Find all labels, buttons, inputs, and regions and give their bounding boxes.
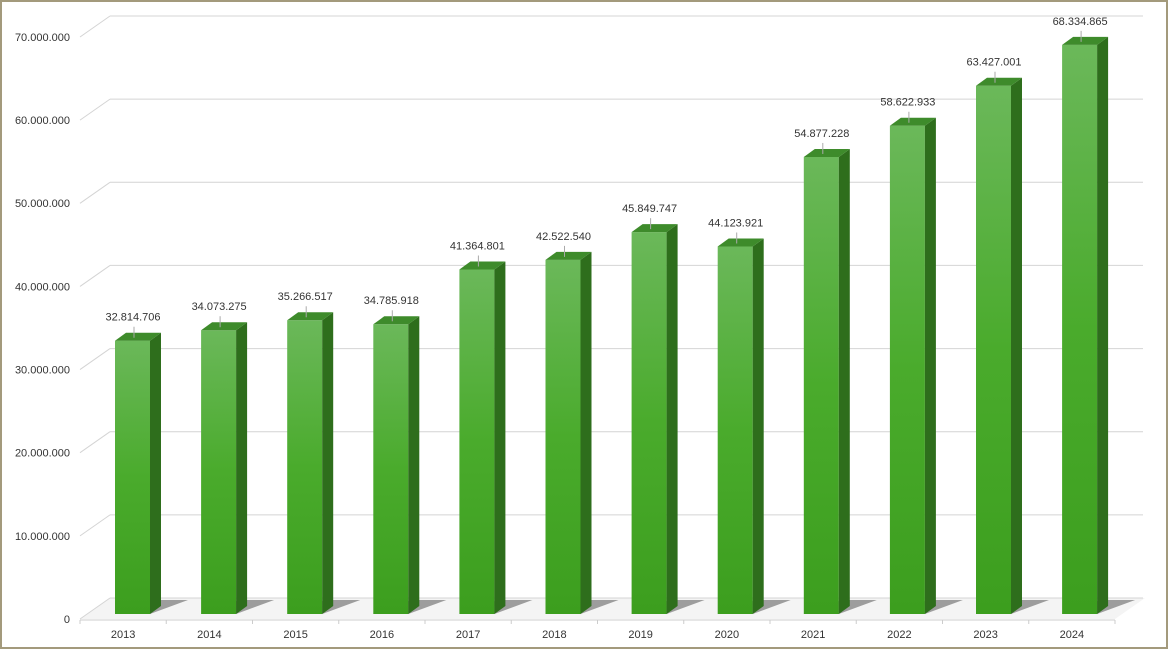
y-tick-label: 30.000.000 xyxy=(15,364,70,376)
x-tick-label: 2013 xyxy=(111,629,135,641)
bar-top xyxy=(803,148,850,157)
bar-side xyxy=(150,332,161,614)
bar-top xyxy=(976,77,1022,86)
bar xyxy=(803,156,839,614)
bar-side xyxy=(924,117,936,615)
bar xyxy=(545,259,581,614)
x-tick-label: 2020 xyxy=(715,629,739,641)
value-label: 45.849.747 xyxy=(622,203,677,215)
bar xyxy=(889,125,925,615)
grid-line xyxy=(79,181,111,204)
grid-line xyxy=(79,348,111,370)
bar-side xyxy=(838,148,850,614)
x-tick-label: 2019 xyxy=(628,629,652,641)
bar-top xyxy=(115,332,161,341)
bar-side xyxy=(580,251,592,614)
x-tick-label: 2016 xyxy=(370,629,394,641)
grid-line xyxy=(79,265,111,287)
x-tick-label: 2014 xyxy=(197,629,221,641)
y-tick-label: 10.000.000 xyxy=(15,531,70,543)
x-tick-label: 2022 xyxy=(887,629,911,641)
bar xyxy=(201,330,237,614)
bar-side xyxy=(1097,36,1109,615)
bar-top xyxy=(287,312,334,321)
bar-top xyxy=(1062,36,1109,45)
bar-top xyxy=(459,261,506,270)
bar-side xyxy=(236,322,248,614)
bar-side xyxy=(752,238,764,614)
value-label: 34.073.275 xyxy=(192,301,247,313)
grid-line xyxy=(79,431,111,454)
value-label: 44.123.921 xyxy=(708,217,763,229)
bar-side xyxy=(408,316,420,614)
value-label: 34.785.918 xyxy=(364,295,419,307)
x-tick-label: 2024 xyxy=(1060,629,1084,641)
bar xyxy=(373,324,409,614)
bar-side xyxy=(322,312,334,614)
y-tick-label: 40.000.000 xyxy=(15,281,70,293)
bar xyxy=(287,320,323,614)
y-tick-label: 70.000.000 xyxy=(15,32,70,44)
bar xyxy=(459,269,495,614)
value-label: 32.814.706 xyxy=(105,312,160,324)
x-tick-label: 2023 xyxy=(973,629,997,641)
y-tick-label: 0 xyxy=(64,614,70,626)
value-label: 41.364.801 xyxy=(450,240,505,252)
bar-top xyxy=(201,322,248,331)
x-tick-label: 2018 xyxy=(542,629,566,641)
y-tick-label: 20.000.000 xyxy=(15,448,70,460)
x-tick-label: 2017 xyxy=(456,629,480,641)
value-label: 58.622.933 xyxy=(880,97,935,109)
bar-side xyxy=(666,224,678,615)
value-label: 68.334.865 xyxy=(1053,16,1108,28)
grid-line xyxy=(79,98,111,121)
x-tick-label: 2021 xyxy=(801,629,825,641)
bar-top xyxy=(373,316,420,325)
value-label: 42.522.540 xyxy=(536,231,591,243)
bar xyxy=(631,232,667,615)
x-tick-label: 2015 xyxy=(283,629,307,641)
bar-top xyxy=(545,251,592,260)
y-tick-label: 50.000.000 xyxy=(15,198,70,210)
value-label: 35.266.517 xyxy=(278,291,333,303)
bar xyxy=(976,85,1011,614)
bar xyxy=(1062,44,1098,615)
bar xyxy=(115,340,150,614)
bar-top xyxy=(717,238,764,247)
bar-top xyxy=(889,117,936,126)
grid-line xyxy=(79,15,111,38)
bar xyxy=(717,246,753,614)
value-label: 63.427.001 xyxy=(966,57,1021,69)
bar-side xyxy=(494,261,506,614)
value-label: 54.877.228 xyxy=(794,128,849,140)
grid-line xyxy=(79,514,111,537)
y-tick-label: 60.000.000 xyxy=(15,115,70,127)
grid-line xyxy=(79,597,111,620)
bar-top xyxy=(631,224,678,233)
bar-side xyxy=(1011,77,1022,614)
